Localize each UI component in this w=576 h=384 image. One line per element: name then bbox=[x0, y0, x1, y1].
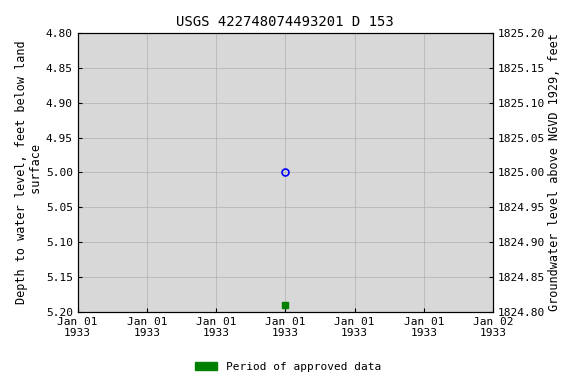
Y-axis label: Depth to water level, feet below land
 surface: Depth to water level, feet below land su… bbox=[15, 41, 43, 304]
Title: USGS 422748074493201 D 153: USGS 422748074493201 D 153 bbox=[176, 15, 394, 29]
Legend: Period of approved data: Period of approved data bbox=[191, 358, 385, 377]
Y-axis label: Groundwater level above NGVD 1929, feet: Groundwater level above NGVD 1929, feet bbox=[548, 33, 561, 311]
